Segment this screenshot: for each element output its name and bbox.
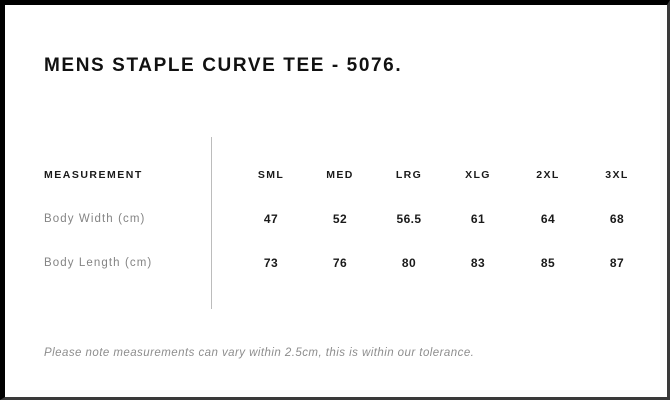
column-header-lrg: LRG [395, 169, 423, 181]
cell-body-width-lrg: 56.5 [396, 212, 422, 226]
table-row: Body Length (cm) 73 76 80 83 85 87 [5, 253, 667, 297]
column-header-sml: SML [257, 169, 285, 181]
cell-body-length-lrg: 80 [401, 256, 417, 270]
cell-body-width-xlg: 61 [470, 212, 486, 226]
cell-body-width-2xl: 64 [540, 212, 556, 226]
cell-body-width-med: 52 [332, 212, 348, 226]
table-vertical-divider [211, 137, 212, 309]
cell-body-length-sml: 73 [263, 256, 279, 270]
size-chart-content: MENS STAPLE CURVE TEE - 5076. MEASUREMEN… [5, 5, 667, 397]
cell-body-length-xlg: 83 [470, 256, 486, 270]
column-header-3xl: 3XL [605, 169, 629, 181]
cell-body-length-2xl: 85 [540, 256, 556, 270]
column-header-med: MED [326, 169, 354, 181]
cell-body-width-3xl: 68 [609, 212, 625, 226]
row-label-body-width: Body Width (cm) [44, 213, 146, 225]
row-label-body-length: Body Length (cm) [44, 257, 153, 269]
column-header-measurement: MEASUREMENT [44, 169, 143, 181]
column-header-xlg: XLG [465, 169, 491, 181]
tolerance-note: Please note measurements can vary within… [44, 347, 475, 359]
cell-body-length-3xl: 87 [609, 256, 625, 270]
column-header-2xl: 2XL [536, 169, 560, 181]
cell-body-length-med: 76 [332, 256, 348, 270]
table-header-row: MEASUREMENT SML MED LRG XLG 2XL 3XL [5, 165, 667, 209]
page-title: MENS STAPLE CURVE TEE - 5076. [44, 55, 403, 76]
table-row: Body Width (cm) 47 52 56.5 61 64 68 [5, 209, 667, 253]
size-chart-table: MEASUREMENT SML MED LRG XLG 2XL 3XL Body… [5, 165, 667, 297]
cell-body-width-sml: 47 [263, 212, 279, 226]
